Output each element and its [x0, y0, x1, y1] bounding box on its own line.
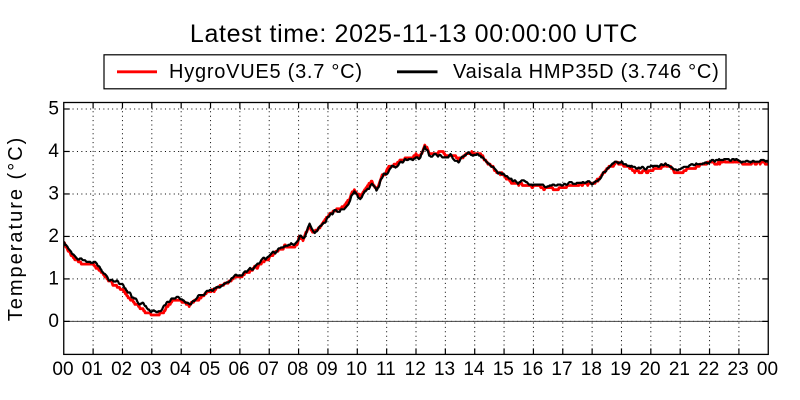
svg-text:08: 08 [287, 359, 308, 380]
svg-text:15: 15 [493, 359, 514, 380]
svg-text:21: 21 [669, 359, 690, 380]
svg-text:19: 19 [610, 359, 631, 380]
svg-text:10: 10 [346, 359, 367, 380]
svg-text:04: 04 [170, 359, 192, 380]
svg-text:4: 4 [48, 141, 59, 162]
svg-text:17: 17 [551, 359, 572, 380]
svg-text:2: 2 [48, 226, 59, 247]
svg-text:00: 00 [52, 359, 73, 380]
svg-text:13: 13 [434, 359, 455, 380]
svg-text:01: 01 [82, 359, 103, 380]
svg-text:16: 16 [522, 359, 543, 380]
svg-text:11: 11 [376, 359, 396, 380]
svg-text:12: 12 [405, 359, 426, 380]
svg-text:02: 02 [111, 359, 132, 380]
svg-text:1: 1 [48, 268, 59, 289]
svg-text:20: 20 [639, 359, 660, 380]
svg-text:22: 22 [698, 359, 719, 380]
svg-text:14: 14 [463, 359, 485, 380]
svg-text:Temperature (°C): Temperature (°C) [5, 136, 27, 322]
svg-text:3: 3 [48, 183, 59, 204]
svg-text:06: 06 [228, 359, 249, 380]
svg-text:05: 05 [199, 359, 220, 380]
svg-text:5: 5 [48, 98, 59, 119]
svg-text:00: 00 [757, 359, 778, 380]
svg-text:18: 18 [581, 359, 602, 380]
svg-text:09: 09 [317, 359, 338, 380]
svg-text:23: 23 [728, 359, 749, 380]
svg-text:Latest time: 2025-11-13 00:00:: Latest time: 2025-11-13 00:00:00 UTC [190, 20, 638, 48]
svg-text:0: 0 [48, 311, 59, 332]
svg-text:07: 07 [258, 359, 279, 380]
svg-text:03: 03 [140, 359, 161, 380]
svg-text:HygroVUE5 (3.7 °C): HygroVUE5 (3.7 °C) [169, 61, 363, 83]
svg-text:Vaisala HMP35D (3.746 °C): Vaisala HMP35D (3.746 °C) [453, 61, 719, 83]
